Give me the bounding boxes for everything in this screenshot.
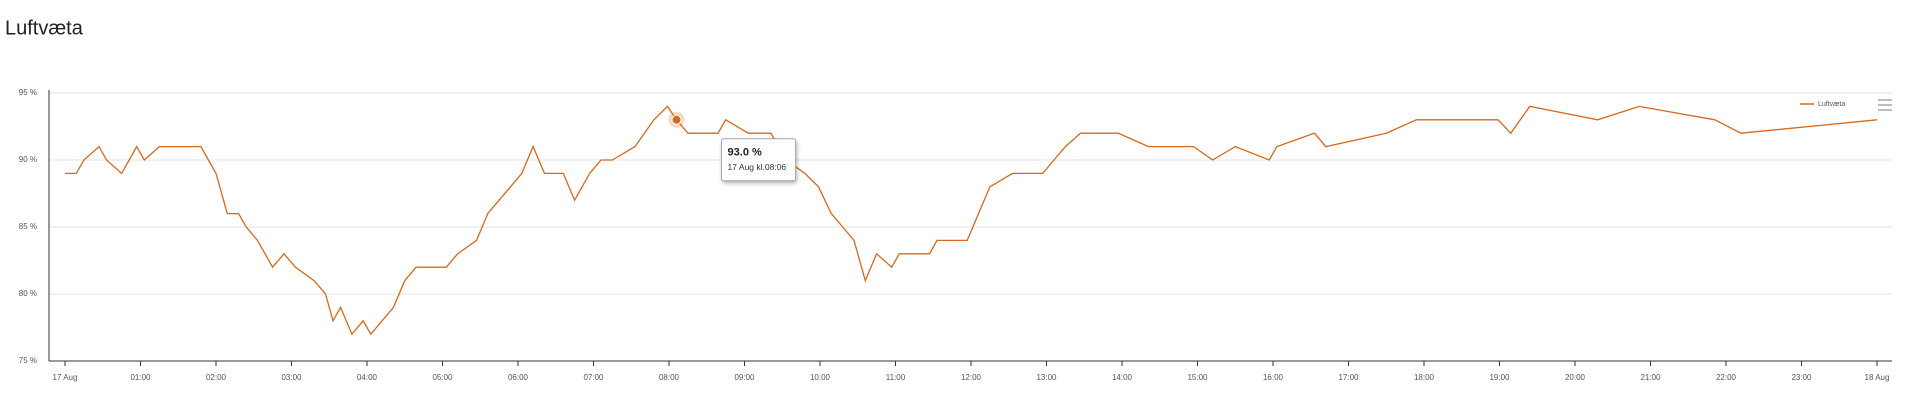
x-tick-label: 10:00: [810, 373, 831, 382]
x-tick-label: 18:00: [1414, 373, 1435, 382]
x-tick-label: 02:00: [206, 373, 227, 382]
x-tick-label: 14:00: [1112, 373, 1133, 382]
x-tick-label: 23:00: [1791, 373, 1812, 382]
x-tick-label: 19:00: [1489, 373, 1510, 382]
x-tick-label: 06:00: [508, 373, 529, 382]
x-tick-label: 21:00: [1640, 373, 1661, 382]
y-tick-label: 75 %: [19, 356, 37, 365]
y-tick-label: 85 %: [19, 222, 37, 231]
x-tick-label: 11:00: [886, 373, 906, 382]
tooltip-box: [721, 138, 796, 182]
x-tick-label: 09:00: [734, 373, 755, 382]
x-tick-label: 13:00: [1036, 373, 1057, 382]
chart-title: Luftvæta: [5, 17, 84, 39]
x-tick-label: 07:00: [583, 373, 604, 382]
x-tick-label: 04:00: [357, 373, 378, 382]
y-tick-label: 90 %: [19, 155, 37, 164]
legend-label: Luftvæta: [1818, 101, 1845, 108]
y-tick-label: 95 %: [19, 88, 37, 97]
x-tick-label: 17:00: [1338, 373, 1359, 382]
x-tick-label: 15:00: [1187, 373, 1208, 382]
x-tick-label: 12:00: [961, 373, 982, 382]
tooltip-value: 93.0 %: [728, 147, 762, 159]
x-tick-label: 20:00: [1565, 373, 1586, 382]
x-tick-label: 01:00: [130, 373, 151, 382]
hover-marker: [671, 114, 682, 125]
tooltip-time: 17 Aug kl.08:06: [728, 162, 787, 172]
x-tick-label: 05:00: [432, 373, 453, 382]
x-tick-label: 18 Aug: [1865, 373, 1890, 382]
x-tick-label: 08:00: [659, 373, 680, 382]
x-tick-label: 16:00: [1263, 373, 1284, 382]
x-tick-label: 17 Aug: [53, 373, 78, 382]
menu-icon[interactable]: [1878, 99, 1892, 111]
data-line: [65, 105, 1878, 336]
x-tick-label: 22:00: [1716, 373, 1737, 382]
y-tick-label: 80 %: [19, 289, 37, 298]
x-tick-label: 03:00: [281, 373, 302, 382]
